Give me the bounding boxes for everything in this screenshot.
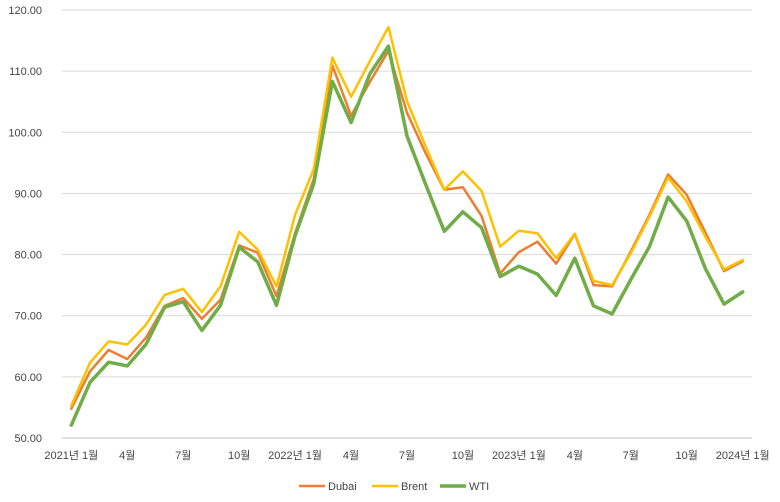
legend: Dubai Brent WTI [299, 481, 489, 493]
series-line-brent [70, 25, 744, 407]
gridlines [62, 9, 752, 439]
y-tick-label: 70.00 [14, 311, 42, 323]
x-axis-tick-labels: 2021년 1월 4월 7월 10월 2022년 1월 4월 7월 10월 2023년 1월 4월… [44, 449, 769, 462]
x-tick-label: 10월 [228, 449, 250, 462]
y-tick-label: 60.00 [14, 372, 42, 384]
y-tick-label: 100.00 [8, 127, 42, 139]
x-tick-label: 2024년 1월 [716, 449, 770, 462]
legend-label: Dubai [328, 481, 357, 493]
x-tick-label: 2021년 1월 [44, 449, 98, 462]
x-tick-label: 2022년 1월 [268, 449, 322, 462]
legend-item-dubai: Dubai [299, 481, 357, 493]
y-tick-label: 50.00 [14, 433, 42, 445]
legend-item-brent: Brent [372, 481, 427, 493]
x-tick-label: 10월 [676, 449, 698, 462]
x-tick-label: 10월 [452, 449, 474, 462]
legend-label: Brent [401, 481, 427, 493]
x-tick-label: 4월 [119, 449, 135, 462]
y-tick-label: 90.00 [14, 188, 42, 200]
legend-item-wti: WTI [440, 481, 489, 493]
x-tick-label: 7월 [399, 449, 415, 462]
series-lines [69, 25, 745, 427]
x-tick-label: 7월 [175, 449, 191, 462]
y-tick-label: 80.00 [14, 250, 42, 262]
legend-label: WTI [469, 481, 489, 493]
series-line-wti [69, 44, 745, 427]
x-tick-label: 2023년 1월 [492, 449, 546, 462]
y-tick-label: 110.00 [9, 66, 42, 78]
x-tick-label: 4월 [567, 449, 583, 462]
x-tick-label: 7월 [623, 449, 639, 462]
x-tick-label: 4월 [343, 449, 359, 462]
y-tick-label: 120.00 [8, 5, 42, 17]
y-axis-tick-labels: 50.00 60.00 70.00 80.00 90.00 100.00 110.00 120… [8, 5, 42, 445]
